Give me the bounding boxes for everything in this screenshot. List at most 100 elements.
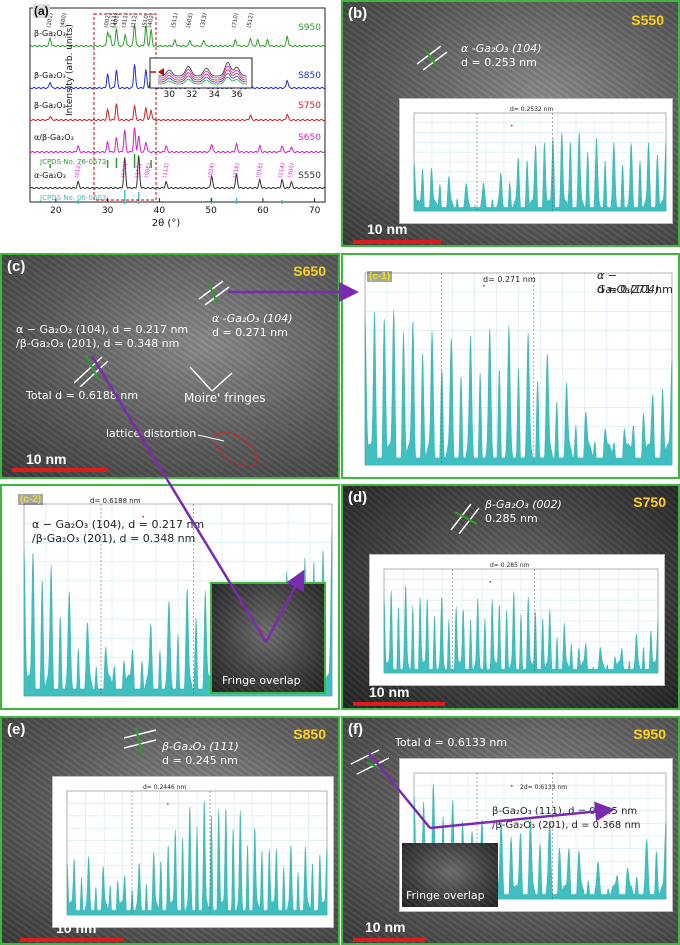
xrd-xtick: 40 bbox=[154, 206, 166, 216]
inset-curve bbox=[158, 72, 247, 83]
panel-e-label: (e) bbox=[7, 721, 26, 738]
alpha-peak-label: (024) bbox=[208, 163, 216, 179]
panel-b-tem: (b) S550 α -Ga₂O₃ (104) d = 0.253 nm d= … bbox=[341, 0, 680, 247]
sample-name: S550 bbox=[631, 12, 664, 28]
curve-phase-label: α/β-Ga₂O₃ bbox=[34, 133, 74, 142]
panel-d-tem: (d) S750 β-Ga₂O₃ (002) 0.285 nm d= 0.285… bbox=[341, 484, 680, 710]
beta-peak-label: (401) bbox=[112, 13, 120, 29]
profile-fill bbox=[413, 132, 667, 212]
phase-label: β-Ga₂O₃ (111) bbox=[162, 740, 239, 753]
beta-peak-label: (201) bbox=[46, 13, 54, 29]
alpha-peak-label: (113) bbox=[162, 163, 170, 179]
d-spacing-label: d = 0.245 nm bbox=[162, 754, 238, 767]
fringe-overlap-label: Fringe overlap bbox=[222, 674, 301, 687]
scale-bar bbox=[353, 240, 441, 244]
curve-phase-label: β-Ga₂O₃ bbox=[34, 29, 66, 38]
beta-peak-label: (512) bbox=[247, 13, 255, 29]
beta-peak-label: (002) bbox=[104, 13, 112, 29]
profile-readout: d= 0.271 nm bbox=[483, 275, 536, 284]
intensity-profile: d= 0.2532 nm bbox=[399, 98, 673, 224]
beta-peak-label: (603) bbox=[186, 13, 194, 29]
distortion-label: lattice distortion bbox=[106, 427, 197, 440]
xrd-chart: 20 30 40 50 60 70 30 32 34 36 Intensity (arb. un… bbox=[29, 7, 326, 229]
d-spacing-label: 0.285 nm bbox=[485, 512, 538, 525]
phase-label: α -Ga₂O₃ (104) bbox=[461, 42, 542, 55]
alpha-peak-label: (110) bbox=[135, 163, 143, 179]
profile-fill bbox=[383, 586, 659, 674]
beta-peak-label: (311) bbox=[121, 13, 129, 29]
intensity-profile: 2d= 0.6133 nm β-Ga₂O₃ (111), d = 0.245 n… bbox=[399, 758, 673, 912]
fringe-overlap-inset: Fringe overlap bbox=[402, 843, 498, 907]
profile-readout: d= 0.2532 nm bbox=[510, 106, 554, 113]
d-spacing-label-1: d = 0.271 nm bbox=[212, 326, 288, 339]
lattice-marker-icon bbox=[198, 280, 230, 306]
intensity-profile: d= 0.2446 nm bbox=[52, 776, 334, 928]
profile-chart bbox=[383, 568, 659, 674]
scale-bar bbox=[353, 938, 425, 942]
alpha-peak-label: (300) bbox=[287, 163, 295, 179]
sample-name: S950 bbox=[633, 726, 666, 742]
phase-label-1: α -Ga₂O₃ (104) bbox=[212, 312, 293, 325]
beta-peak-label: (511) bbox=[171, 13, 179, 29]
intensity-profile: d= 0.285 nm bbox=[369, 554, 665, 686]
d-spacing-label: d = 0.271 nm bbox=[597, 283, 673, 296]
inset-xtick: 30 bbox=[164, 90, 176, 100]
d-spacing-label: d = 0.253 nm bbox=[461, 56, 537, 69]
xrd-curve-s750 bbox=[29, 103, 325, 122]
alpha-peak-label: (012) bbox=[74, 163, 82, 179]
phase-label: α − Ga₂O₃(104) bbox=[597, 269, 660, 296]
zoom-box bbox=[93, 13, 157, 201]
phase-label-a: β-Ga₂O₃ (111), d = 0.245 nm bbox=[492, 806, 638, 817]
xrd-xtick: 50 bbox=[205, 206, 217, 216]
panel-e-tem: (e) S850 β-Ga₂O₃ (111) d = 0.245 nm d= 0… bbox=[0, 716, 340, 945]
alpha-peak-label: (104) bbox=[121, 163, 129, 179]
phase-label-b: /β-Ga₂O₃ (201), d = 0.348 nm bbox=[32, 532, 196, 545]
fringe-overlap-inset: Fringe overlap bbox=[210, 582, 326, 694]
curve-phase-label: α-Ga₂O₃ bbox=[34, 171, 66, 180]
scale-label: 10 nm bbox=[56, 920, 97, 936]
inset-xtick: 32 bbox=[186, 90, 197, 100]
scale-label: 10 nm bbox=[26, 451, 67, 467]
panel-c-label: (c) bbox=[7, 258, 26, 275]
jcpds-beta-label: JCPDS No. 76-0573 bbox=[39, 158, 106, 166]
curve-sample-label: S950 bbox=[298, 23, 321, 33]
inset-xtick: 36 bbox=[231, 90, 243, 100]
xrd-xtick: 20 bbox=[50, 206, 62, 216]
phase-label-b: /β-Ga₂O₃ (201), d = 0.368 nm bbox=[492, 820, 641, 831]
panel-c1-profile: (c-1) d= 0.271 nm α − Ga₂O₃(104) d = 0.2… bbox=[341, 253, 680, 479]
curve-phase-label: β-Ga₂O₃ bbox=[34, 101, 66, 110]
profile-chart bbox=[364, 272, 673, 466]
profile-readout: 2d= 0.6133 nm bbox=[520, 784, 568, 791]
beta-peak-label: (313) bbox=[200, 13, 208, 29]
scale-bar bbox=[20, 938, 124, 942]
phase-label-a: α − Ga₂O₃ (104), d = 0.217 nm bbox=[32, 518, 205, 531]
curve-phase-label: β-Ga₂O₃ bbox=[34, 71, 66, 80]
inset-xtick: 34 bbox=[209, 90, 221, 100]
scale-label: 10 nm bbox=[369, 684, 410, 700]
panel-c2-label: (c-2) bbox=[18, 494, 44, 505]
profile-fill bbox=[66, 800, 328, 916]
xrd-curves bbox=[29, 24, 325, 204]
phase-label: β-Ga₂O₃ (002) bbox=[485, 498, 562, 511]
xrd-curve-s550 bbox=[29, 155, 325, 190]
alpha-peak-label: (018) bbox=[256, 163, 264, 179]
moire-arrows-icon bbox=[189, 366, 233, 392]
panel-b-label: (b) bbox=[348, 5, 368, 22]
inset-curve bbox=[158, 65, 247, 79]
sample-name: S850 bbox=[293, 726, 326, 742]
curve-sample-label: S750 bbox=[298, 101, 321, 111]
scale-bar bbox=[12, 468, 108, 472]
scale-label: 10 nm bbox=[365, 919, 406, 935]
panel-c-tem: (c) S650 α -Ga₂O₃ (104) d = 0.271 nm α −… bbox=[0, 253, 340, 479]
beta-peak-label: (112) bbox=[131, 13, 139, 29]
lattice-marker-icon bbox=[73, 354, 109, 387]
inset-curve bbox=[158, 61, 247, 77]
inset-curve bbox=[158, 76, 247, 85]
inset-curve bbox=[158, 69, 247, 81]
lattice-marker-icon bbox=[450, 503, 480, 534]
beta-peak-label: (510) bbox=[142, 13, 150, 29]
scale-bar bbox=[353, 702, 445, 706]
distortion-ellipse-icon bbox=[198, 431, 258, 467]
sample-name: S650 bbox=[293, 263, 326, 279]
beta-peak-label: (710) bbox=[232, 13, 240, 29]
